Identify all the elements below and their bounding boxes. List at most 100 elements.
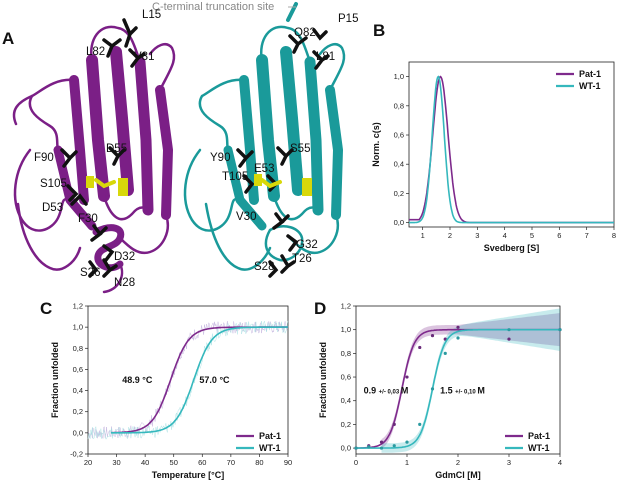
data-point xyxy=(430,334,435,338)
pat-loop xyxy=(102,262,124,294)
x-axis-title: Temperature [°C] xyxy=(152,470,224,480)
midpoint-annotation: 0.9 +/- 0,03 M xyxy=(364,386,409,396)
wt-sidechains xyxy=(236,28,330,278)
data-point xyxy=(392,444,396,448)
y-tick-label: 0,6 xyxy=(73,365,83,374)
residue-label: T26 xyxy=(292,253,312,265)
residue-label: S26 xyxy=(80,267,100,279)
plot-frame xyxy=(408,61,615,228)
x-tick-label: 7 xyxy=(585,231,589,240)
pat-strand xyxy=(69,75,89,205)
y-tick-label: 0,2 xyxy=(73,407,83,416)
wt-loop xyxy=(286,2,298,22)
residue-label: Q82 xyxy=(294,27,316,39)
y-tick-label: -0,2 xyxy=(70,450,83,459)
x-tick-label: 5 xyxy=(530,231,534,240)
pat-loop xyxy=(12,94,34,126)
data-point xyxy=(354,446,358,450)
y-tick-label: 1,0 xyxy=(394,72,404,81)
residue-label: F90 xyxy=(34,152,54,164)
residue-label: E53 xyxy=(254,163,274,175)
y-axis-title: Fraction unfolded xyxy=(318,342,328,418)
y-tick-label: 0,4 xyxy=(341,396,351,405)
x-tick-label: 2 xyxy=(448,231,452,240)
y-tick-label: 0,0 xyxy=(394,218,404,227)
pat-loop xyxy=(89,25,142,64)
tm-annotation: 57.0 °C xyxy=(199,375,230,385)
data-point xyxy=(418,422,422,426)
legend-label: Pat-1 xyxy=(528,431,550,441)
data-point xyxy=(392,422,396,426)
raw-trace xyxy=(87,320,289,439)
residue-label: D55 xyxy=(106,143,127,155)
y-tick-label: 0,4 xyxy=(73,386,83,395)
x-tick-label: 50 xyxy=(170,458,178,467)
y-axis-title: Fraction unfolded xyxy=(50,342,60,418)
residue-label: D53 xyxy=(42,202,63,214)
residue-label: G32 xyxy=(296,239,318,251)
panel-b: B 1 2 3 4 5 6 7 8 0,0 0,2 0,4 0,6 0,8 1,0 Svedberg [S]… xyxy=(371,21,616,253)
x-tick-label: 40 xyxy=(141,458,149,467)
data-point xyxy=(507,337,511,341)
residue-label: D32 xyxy=(114,251,135,263)
data-point xyxy=(405,375,409,379)
y-tick-label: 1,0 xyxy=(341,325,351,334)
pat-residue-labels: L15 L82 V81 F90 D55 S105 D53 F30 D32 S26… xyxy=(34,9,161,289)
panel-d-letter: D xyxy=(314,299,326,318)
tm-annotation: 48.9 °C xyxy=(122,375,153,385)
legend-label: WT-1 xyxy=(579,81,601,91)
y-tick-label: 0,0 xyxy=(341,444,351,453)
residue-label: F30 xyxy=(78,213,98,225)
x-tick-label: 2 xyxy=(456,458,460,467)
pat-loop xyxy=(102,194,150,221)
data-point xyxy=(558,328,562,332)
residue-label: T105 xyxy=(222,171,248,183)
chart-chemical-unfolding: 0 1 2 3 4 0,0 0,2 0,4 0,6 0,8 1,0 1,2 GdmCl [M] Fract… xyxy=(318,302,562,481)
data-point xyxy=(430,387,435,391)
y-axis-title: Norm. c(s) xyxy=(371,122,381,167)
legend-label: Pat-1 xyxy=(259,431,281,441)
pat-sidechains xyxy=(60,18,146,278)
residue-label: V81 xyxy=(134,51,154,63)
wt-loop xyxy=(183,148,242,232)
residue-label: S55 xyxy=(290,143,310,155)
x-tick-label: 20 xyxy=(84,458,92,467)
legend-label: WT-1 xyxy=(259,443,281,453)
y-tick-label: 0,0 xyxy=(73,428,83,437)
data-point xyxy=(379,440,384,444)
y-tick-label: 0,6 xyxy=(394,131,404,140)
residue-label: V30 xyxy=(236,211,256,223)
y-tick-label: 0,8 xyxy=(73,344,83,353)
residue-label: L15 xyxy=(142,9,161,21)
x-tick-label: 3 xyxy=(475,231,479,240)
pat-loop xyxy=(148,43,176,92)
x-tick-label: 1 xyxy=(421,231,425,240)
x-tick-label: 8 xyxy=(612,231,616,240)
pat-disulfide xyxy=(86,176,128,196)
fit-line xyxy=(356,328,560,449)
truncation-callout: C-terminal truncation site xyxy=(152,1,296,13)
x-tick-label: 80 xyxy=(255,458,263,467)
wt-loop xyxy=(264,225,304,262)
x-tick-label: 60 xyxy=(198,458,206,467)
pat-strand xyxy=(134,56,154,216)
residue-label: Y90 xyxy=(210,152,230,164)
pat-loop xyxy=(118,213,169,255)
series-line xyxy=(409,75,614,224)
wt-loop xyxy=(198,78,246,152)
legend-label: Pat-1 xyxy=(579,69,601,79)
wt-loop xyxy=(204,202,272,271)
x-tick-label: 3 xyxy=(507,458,511,467)
wt-loop xyxy=(318,43,346,92)
data-point xyxy=(379,446,384,450)
legend-label: WT-1 xyxy=(528,443,550,453)
data-point xyxy=(456,336,460,340)
y-tick-label: 1,0 xyxy=(73,323,83,332)
panel-d: D 0 1 2 3 4 0,0 0,2 0,4 0,6 0,8 1,0 1,2 GdmCl [M] Fra… xyxy=(314,299,562,480)
pat-loop xyxy=(28,78,76,152)
data-point xyxy=(405,440,409,444)
y-tick-label: 0,4 xyxy=(394,160,404,169)
panel-b-letter: B xyxy=(373,21,385,40)
pat-loop xyxy=(16,202,82,271)
